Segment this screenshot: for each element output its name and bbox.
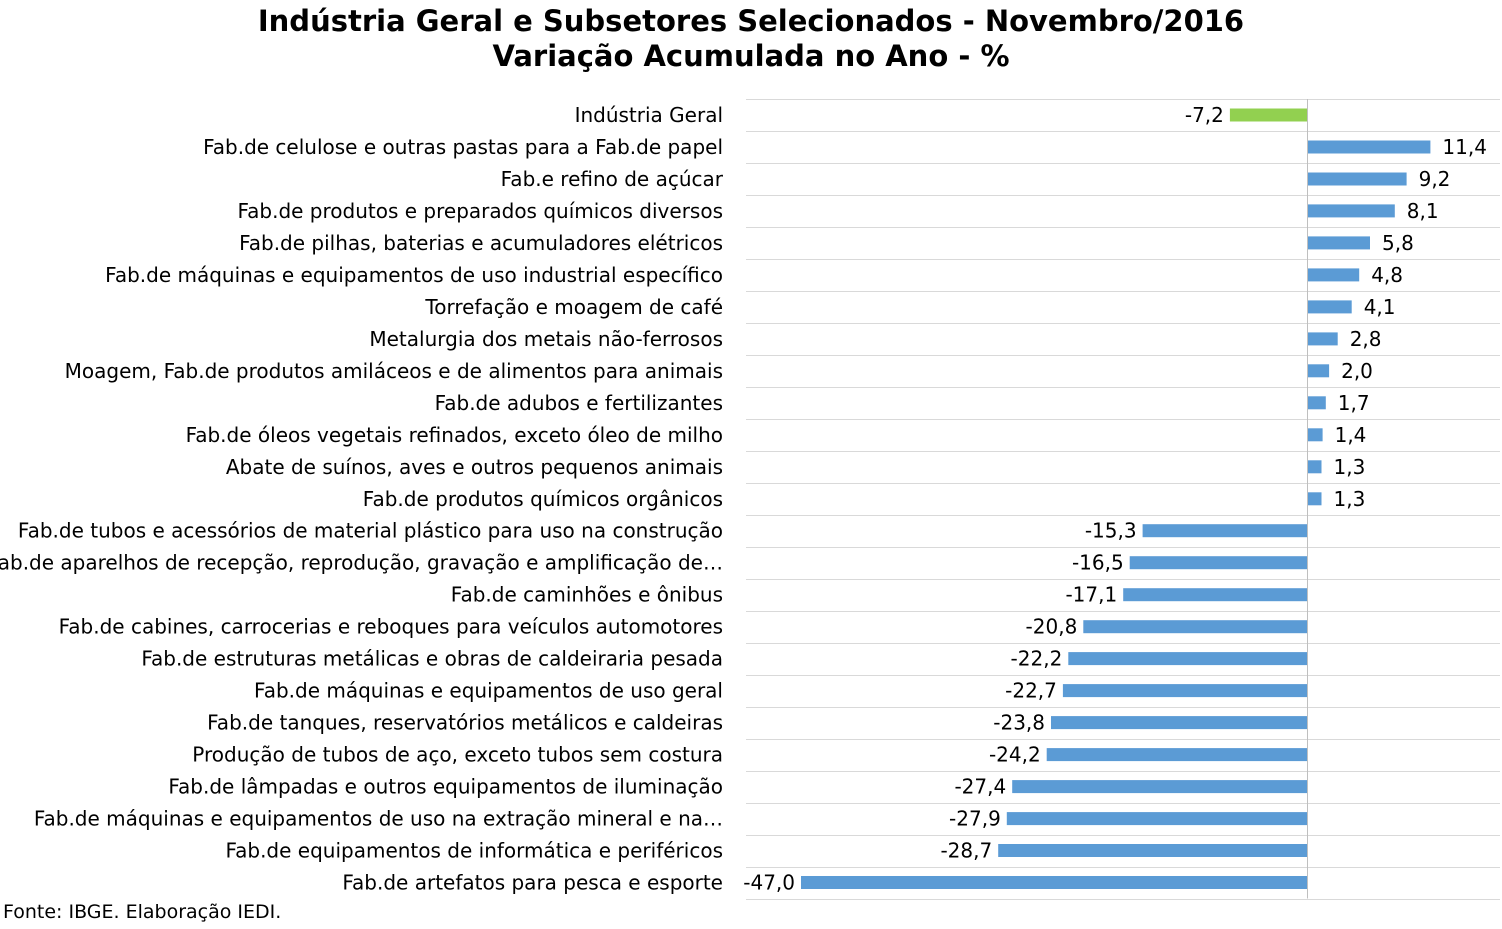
value-label: 1,3	[1334, 455, 1366, 479]
value-label: 1,7	[1338, 391, 1370, 415]
value-label: 9,2	[1419, 167, 1451, 191]
value-label: -15,3	[1085, 519, 1137, 543]
bar	[1307, 460, 1322, 474]
category-label: Fab.de pilhas, baterias e acumuladores e…	[239, 231, 723, 255]
value-label: -16,5	[1072, 551, 1124, 575]
grid-lines	[746, 99, 1500, 900]
bar	[1307, 396, 1326, 410]
bar	[998, 844, 1308, 857]
value-label: 2,8	[1350, 327, 1382, 351]
category-labels: Indústria Geral Fab.de celulose e outras …	[0, 103, 724, 895]
bar	[1307, 236, 1370, 250]
bar	[1307, 268, 1360, 282]
value-label: 1,4	[1335, 423, 1367, 447]
value-label: 8,1	[1407, 199, 1439, 223]
bar	[1307, 140, 1431, 154]
category-label: Fab.de estruturas metálicas e obras de c…	[141, 647, 723, 671]
bar	[1307, 204, 1395, 218]
value-label: -47,0	[743, 871, 795, 895]
category-label: Fab.de celulose e outras pastas para a F…	[203, 135, 723, 159]
bar	[1051, 716, 1308, 730]
category-label: Fab.de produtos e preparados químicos di…	[237, 199, 723, 223]
bar	[1062, 684, 1308, 698]
category-label: Fab.de cabines, carrocerias e reboques p…	[59, 615, 723, 639]
value-label: -28,7	[940, 839, 992, 863]
value-label: 2,0	[1341, 359, 1373, 383]
value-label: 5,8	[1382, 231, 1414, 255]
value-label: 4,8	[1371, 263, 1403, 287]
category-label: Abate de suínos, aves e outros pequenos …	[226, 455, 723, 479]
category-label: Fab.de máquinas e equipamentos de uso na…	[34, 807, 723, 831]
category-label: Produção de tubos de aço, exceto tubos s…	[192, 743, 723, 767]
category-label: Metalurgia dos metais não-ferrosos	[369, 327, 723, 351]
category-label: Indústria Geral	[575, 103, 723, 127]
category-label: Fab.de tubos e acessórios de material pl…	[18, 519, 723, 543]
category-label: Fab.de adubos e fertilizantes	[435, 391, 723, 415]
category-label: Fab.de caminhões e ônibus	[451, 583, 723, 607]
category-label: Fab.de artefatos para pesca e esporte	[342, 871, 723, 895]
chart-subtitle: Variação Acumulada no Ano - %	[492, 39, 1010, 73]
chart-title: Indústria Geral e Subsetores Selecionado…	[0, 4, 1502, 74]
value-label: -22,2	[1011, 647, 1063, 671]
bar	[1307, 300, 1352, 314]
value-label: -7,2	[1185, 103, 1224, 127]
bar	[1012, 780, 1308, 794]
category-label: Fab.e refino de açúcar	[501, 167, 724, 191]
category-label: Fab.de tanques, reservatórios metálicos …	[207, 711, 723, 735]
bar	[1229, 108, 1308, 122]
category-label: Fab.de produtos químicos orgânicos	[363, 487, 723, 511]
bars	[801, 108, 1431, 889]
category-label: Fab.de aparelhos de recepção, reprodução…	[0, 551, 723, 575]
bar	[1307, 428, 1323, 442]
value-label: -20,8	[1026, 615, 1078, 639]
category-label: Fab.de máquinas e equipamentos de uso ge…	[254, 679, 723, 703]
value-label: -24,2	[989, 743, 1041, 767]
bar	[1307, 364, 1330, 378]
category-label: Fab.de equipamentos de informática e per…	[225, 839, 723, 863]
category-label: Fab.de óleos vegetais refinados, exceto …	[186, 423, 723, 447]
bar	[1006, 812, 1308, 826]
value-label: -27,9	[949, 807, 1001, 831]
category-label: Torrefação e moagem de café	[424, 295, 723, 319]
category-label: Fab.de lâmpadas e outros equipamentos de…	[168, 775, 723, 799]
bar	[1142, 524, 1308, 538]
bar	[1307, 172, 1407, 186]
value-label: -22,7	[1005, 679, 1057, 703]
bar	[1307, 332, 1338, 346]
bar	[1307, 492, 1322, 506]
value-label: -23,8	[993, 711, 1045, 735]
value-label: -17,1	[1065, 583, 1117, 607]
category-label: Fab.de máquinas e equipamentos de uso in…	[105, 263, 723, 287]
chart-title-line-1: Indústria Geral e Subsetores Selecionado…	[257, 4, 1245, 38]
bar	[1123, 588, 1308, 602]
value-label: 11,4	[1442, 135, 1487, 159]
value-label: 1,3	[1334, 487, 1366, 511]
value-label: -27,4	[954, 775, 1006, 799]
source-note: Fonte: IBGE. Elaboração IEDI.	[3, 901, 282, 923]
value-label: 4,1	[1364, 295, 1396, 319]
category-label: Moagem, Fab.de produtos amiláceos e de a…	[65, 359, 723, 383]
bar	[1083, 620, 1308, 634]
bar	[1068, 652, 1308, 666]
bar	[801, 876, 1308, 889]
bar	[1129, 556, 1308, 570]
value-labels: -7,2 11,4 9,2 8,1 5,8 4,8 4,1 2,8 2,0 1,7 1,4 1,3 1,…	[743, 103, 1487, 895]
bar	[1046, 748, 1308, 762]
